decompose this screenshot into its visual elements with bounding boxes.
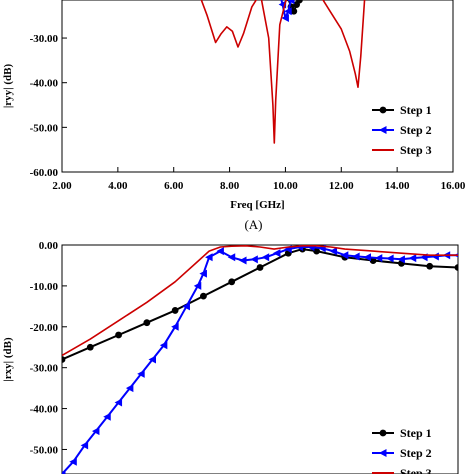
data-point-step-1 xyxy=(115,331,122,339)
data-point-step-2 xyxy=(408,254,417,263)
y-tick-label: -50.00 xyxy=(30,444,59,456)
legend-label-step-3: Step 3 xyxy=(400,466,432,474)
y-axis-label: |ryy| (dB) xyxy=(2,64,14,109)
x-tick-label: 14.00 xyxy=(385,180,410,192)
x-tick-label: 6.00 xyxy=(164,180,184,192)
legend: Step 1 Step 2 Step 3 xyxy=(372,426,432,474)
y-tick-label: 0.00 xyxy=(39,240,59,252)
data-point-step-2 xyxy=(239,256,247,265)
data-point-step-1 xyxy=(295,0,303,4)
legend: Step 1 Step 2 Step 3 xyxy=(372,103,432,157)
data-point-step-2 xyxy=(114,398,123,407)
x-tick-label: 4.00 xyxy=(108,180,128,192)
y-tick-label: -10.00 xyxy=(30,281,59,293)
data-point-step-2 xyxy=(171,322,179,331)
data-point-step-1 xyxy=(290,7,298,15)
legend-label-step-2: Step 2 xyxy=(400,446,432,460)
data-point-step-2 xyxy=(91,427,100,436)
chart-b: 0.00 -10.00 -20.00 -30.00 -40.00 -50.00 |rxy| … xyxy=(2,240,459,474)
data-point-step-1 xyxy=(256,264,264,271)
figure-caption: (A) xyxy=(244,217,262,232)
data-point-step-2 xyxy=(374,254,383,263)
data-point-step-1 xyxy=(86,343,94,351)
data-point-step-2 xyxy=(287,0,295,5)
data-point-step-2 xyxy=(227,253,236,262)
data-point-step-2 xyxy=(340,251,349,260)
data-point-step-1 xyxy=(454,264,458,271)
legend-label-step-1: Step 1 xyxy=(400,103,432,117)
x-tick-label: 8.00 xyxy=(220,180,240,192)
plot-frame xyxy=(61,244,459,474)
data-point-step-2 xyxy=(125,384,134,393)
data-point-step-2 xyxy=(199,269,207,278)
legend-marker-step-2 xyxy=(379,126,387,134)
data-point-step-2 xyxy=(69,457,77,466)
data-point-step-2 xyxy=(159,341,168,350)
data-point-step-2 xyxy=(284,7,292,16)
data-point-step-1 xyxy=(143,319,151,327)
data-point-step-2 xyxy=(148,355,157,364)
data-point-step-2 xyxy=(103,412,111,421)
data-point-step-2 xyxy=(216,247,224,256)
legend-label-step-1: Step 1 xyxy=(400,426,432,440)
legend-label-step-3: Step 3 xyxy=(400,143,432,157)
series-line-step-2 xyxy=(62,246,458,474)
data-point-step-2 xyxy=(80,441,89,450)
x-axis-label: Freq [GHz] xyxy=(230,199,284,211)
chart-a: -20.00-30.00-40.00-50.00-60.002.004.006.… xyxy=(2,0,466,232)
data-point-step-2 xyxy=(272,249,281,258)
data-point-step-2 xyxy=(250,255,258,264)
legend-marker-step-1 xyxy=(379,429,387,437)
y-tick-label: -20.00 xyxy=(30,322,59,334)
data-point-step-1 xyxy=(62,356,66,363)
series-layer xyxy=(200,0,366,144)
data-point-step-2 xyxy=(386,254,394,263)
x-tick-label: 12.00 xyxy=(329,180,354,192)
data-point-step-2 xyxy=(62,470,66,474)
plot-frame xyxy=(61,0,454,173)
data-point-step-2 xyxy=(281,13,289,22)
y-tick-label: -30.00 xyxy=(30,363,59,375)
legend-label-step-2: Step 2 xyxy=(400,123,432,137)
series-layer xyxy=(62,245,458,474)
y-axis-label: |rxy| (dB) xyxy=(2,337,14,382)
data-point-step-2 xyxy=(431,252,439,261)
y-tick-label: -40.00 xyxy=(30,404,59,416)
y-tick-label: -30.00 xyxy=(30,33,59,45)
y-tick-label: -50.00 xyxy=(30,122,59,134)
series-line-step-3 xyxy=(200,0,366,144)
data-point-step-2 xyxy=(329,247,338,256)
series-line-step-2 xyxy=(280,0,293,19)
x-tick-label: 2.00 xyxy=(52,180,72,192)
data-point-step-2 xyxy=(137,369,145,378)
data-point-step-2 xyxy=(193,281,202,290)
legend-marker-step-1 xyxy=(379,106,387,114)
data-point-step-2 xyxy=(363,253,371,262)
series-line-step-3 xyxy=(62,245,458,357)
data-point-step-2 xyxy=(261,253,270,262)
data-point-step-1 xyxy=(313,247,320,255)
data-point-step-1 xyxy=(200,292,207,300)
data-point-step-1 xyxy=(228,278,236,286)
data-point-step-1 xyxy=(171,307,179,314)
data-point-step-2 xyxy=(352,252,360,261)
data-point-step-2 xyxy=(182,302,190,311)
data-point-step-1 xyxy=(426,262,434,270)
x-tick-label: 10.00 xyxy=(273,180,298,192)
data-point-step-2 xyxy=(205,253,213,262)
data-point-step-1 xyxy=(369,257,377,264)
y-tick-label: -40.00 xyxy=(30,78,59,90)
x-tick-label: 16.00 xyxy=(441,180,466,192)
legend-marker-step-2 xyxy=(379,449,387,457)
data-point-step-2 xyxy=(397,255,405,264)
y-tick-label: -60.00 xyxy=(30,167,59,179)
series-line-step-1 xyxy=(62,248,458,361)
